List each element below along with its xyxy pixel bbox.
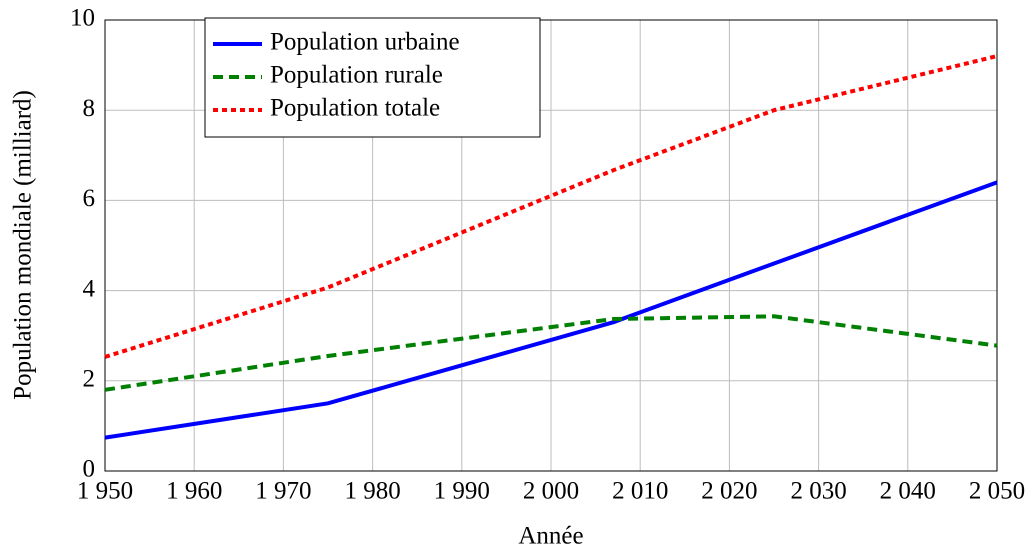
legend-label: Population urbaine bbox=[270, 29, 460, 56]
x-tick-label: 1 980 bbox=[344, 478, 400, 505]
y-tick-label: 2 bbox=[83, 366, 96, 393]
x-tick-label: 2 010 bbox=[612, 478, 668, 505]
legend-label: Population totale bbox=[270, 95, 440, 122]
x-tick-label: 2 040 bbox=[880, 478, 936, 505]
y-axis-label: Population mondiale (milliard) bbox=[10, 90, 37, 400]
legend-label: Population rurale bbox=[270, 62, 443, 89]
x-tick-label: 1 950 bbox=[77, 478, 133, 505]
data-line bbox=[104, 314, 998, 392]
y-tick-label: 0 bbox=[83, 456, 96, 483]
x-tick-label: 2 030 bbox=[790, 478, 846, 505]
x-axis-label: Année bbox=[518, 523, 583, 550]
x-tick-label: 2 000 bbox=[523, 478, 579, 505]
x-tick-label: 2 050 bbox=[969, 478, 1025, 505]
x-tick-label: 1 970 bbox=[255, 478, 311, 505]
x-tick-label: 2 020 bbox=[701, 478, 757, 505]
x-tick-label: 1 990 bbox=[434, 478, 490, 505]
data-line bbox=[104, 54, 998, 359]
x-tick-label: 1 960 bbox=[166, 478, 222, 505]
y-tick-label: 10 bbox=[70, 5, 95, 32]
y-tick-label: 6 bbox=[83, 185, 96, 212]
plot-frame bbox=[104, 19, 998, 472]
legend-box bbox=[204, 17, 541, 138]
data-line bbox=[104, 180, 998, 440]
y-tick-label: 8 bbox=[83, 95, 96, 122]
y-tick-label: 4 bbox=[83, 275, 96, 302]
